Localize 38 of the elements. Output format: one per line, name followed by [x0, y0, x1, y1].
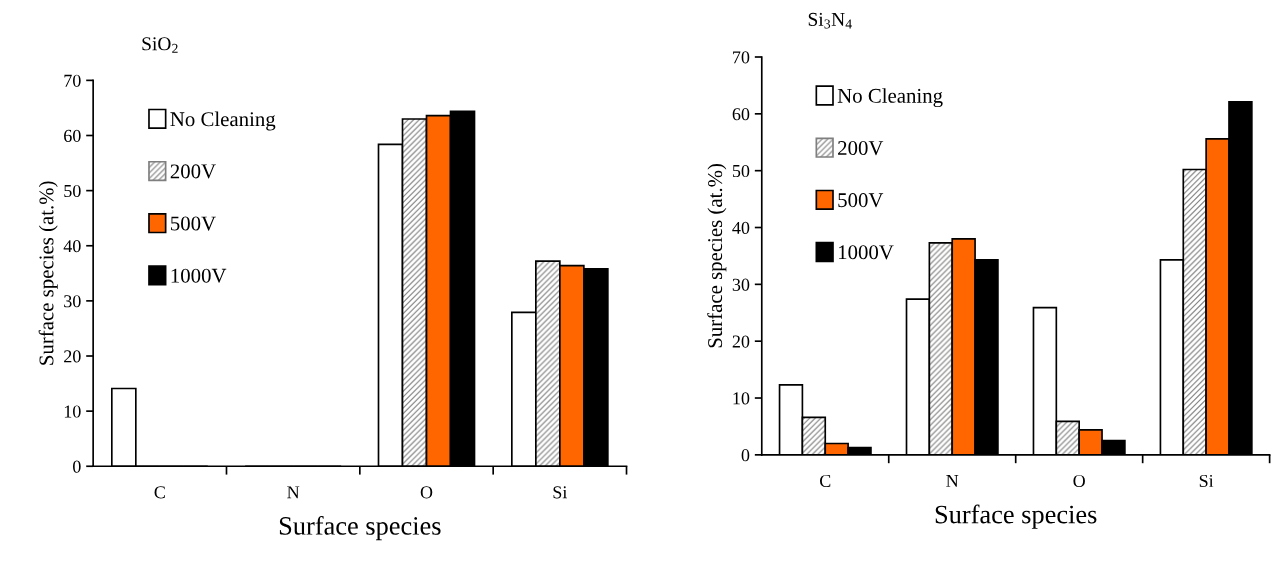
y-axis-title: Surface species (at.%) — [38, 181, 58, 365]
y-tick-label: 0 — [73, 460, 81, 473]
y-axis-title: Surface species (at.%) — [707, 164, 727, 348]
x-axis-title: Surface species — [279, 515, 441, 541]
y-tick-label: 50 — [732, 164, 750, 178]
y-tick-label: 30 — [64, 295, 81, 308]
y-tick-label: 70 — [64, 74, 81, 87]
x-tick-label: C — [154, 486, 165, 499]
y-tick-label: 20 — [64, 350, 81, 363]
y-tick-label: 50 — [64, 184, 81, 198]
x-tick-label: O — [420, 486, 433, 499]
y-tick-label: 20 — [732, 335, 750, 348]
legend-label: 200V — [838, 140, 884, 156]
y-tick-label: 30 — [732, 278, 750, 291]
x-axis-title: Surface species — [935, 504, 1097, 529]
legend-label: No Cleaning — [837, 88, 943, 108]
x-tick-label: N — [287, 486, 300, 499]
y-tick-label: 60 — [732, 108, 750, 121]
legend-label: No Cleaning — [170, 111, 276, 131]
legend-label: 1000V — [171, 268, 227, 283]
y-tick-label: 60 — [64, 129, 81, 142]
legend-label: 200V — [170, 164, 216, 179]
y-tick-label: 10 — [733, 392, 750, 405]
x-tick-label: C — [819, 474, 831, 488]
legend-label: 500V — [171, 216, 216, 231]
chart-title: SiO$_{2}$ — [142, 37, 178, 53]
x-tick-label: Si — [553, 486, 568, 499]
y-tick-label: 40 — [732, 221, 750, 234]
y-tick-label: 40 — [63, 240, 81, 253]
chart-title: Si$_{3}$N$_{4}$ — [808, 12, 852, 29]
x-tick-label: Si — [1199, 474, 1214, 488]
x-tick-label: N — [946, 475, 959, 487]
y-tick-label: 70 — [733, 51, 750, 64]
y-tick-label: 0 — [741, 449, 750, 462]
legend-label: 500V — [838, 193, 884, 208]
legend-label: 1000V — [839, 245, 894, 260]
y-tick-label: 10 — [64, 405, 81, 418]
x-tick-label: O — [1073, 474, 1085, 488]
